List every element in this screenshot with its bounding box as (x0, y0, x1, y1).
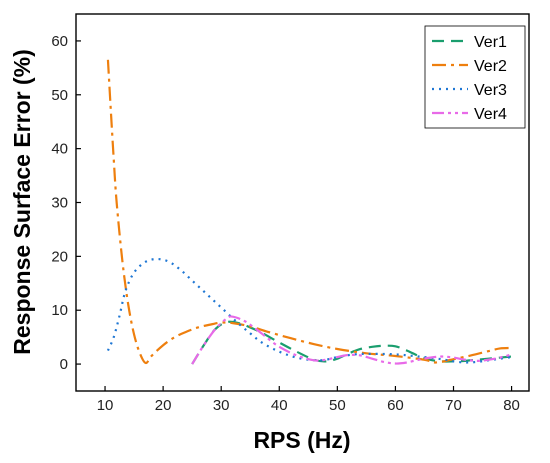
legend-label-ver4: Ver4 (474, 106, 507, 123)
y-tick-label: 20 (51, 248, 68, 265)
y-tick-label: 60 (51, 33, 68, 50)
y-tick-label: 50 (51, 87, 68, 104)
x-tick-label: 60 (387, 397, 404, 414)
y-tick-label: 0 (60, 356, 68, 373)
series-layer (106, 59, 512, 365)
series-line-ver4 (191, 315, 512, 365)
y-axis-title: Response Surface Error (%) (9, 49, 35, 354)
legend-label-ver3: Ver3 (474, 82, 507, 99)
series-line-ver2 (106, 59, 512, 365)
y-tick-label: 10 (51, 302, 68, 319)
x-tick-label: 40 (271, 397, 288, 414)
y-tick-label: 30 (51, 195, 68, 212)
legend-box (424, 25, 526, 129)
x-tick-label: 10 (97, 397, 114, 414)
series-line-ver1 (191, 320, 512, 365)
legend-label-ver2: Ver2 (474, 58, 507, 75)
x-tick-label: 70 (445, 397, 462, 414)
legend-label-ver1: Ver1 (474, 34, 507, 51)
y-tick-label: 40 (51, 141, 68, 158)
x-tick-label: 50 (329, 397, 346, 414)
axis-ticks: 10 20 30 40 50 60 70 80 0 10 20 30 40 50 60 (51, 33, 520, 414)
x-axis-title: RPS (Hz) (253, 427, 350, 453)
series-line-ver3 (106, 257, 512, 364)
legend: Ver1 Ver2 Ver3 Ver4 (424, 25, 526, 129)
x-tick-label: 80 (503, 397, 520, 414)
x-tick-label: 20 (155, 397, 172, 414)
x-tick-label: 30 (213, 397, 230, 414)
